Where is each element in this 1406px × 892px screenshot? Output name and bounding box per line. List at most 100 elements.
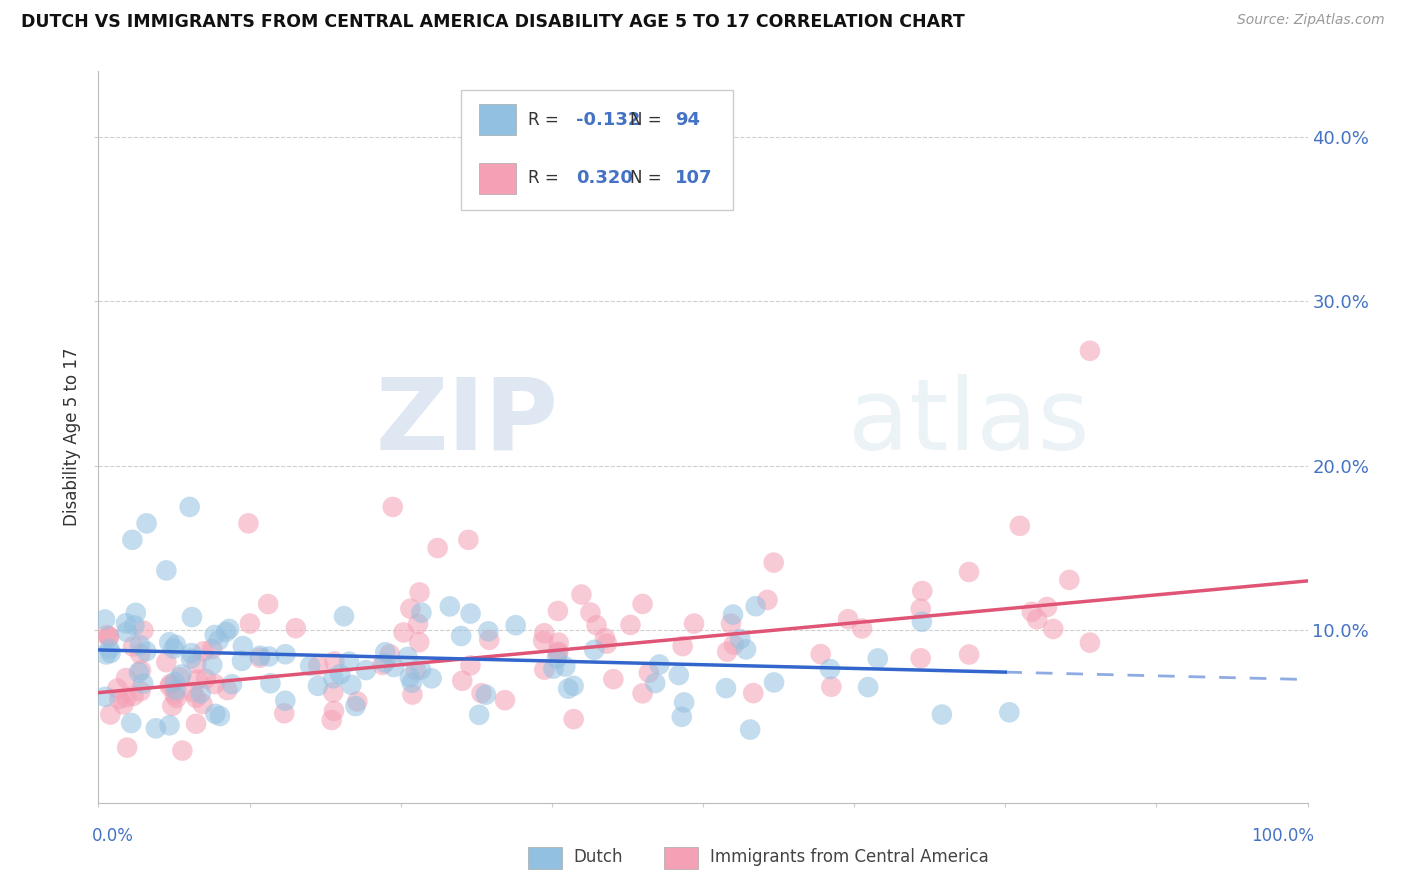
- Text: 107: 107: [675, 169, 713, 187]
- Point: [159, 679, 181, 693]
- Point: [547, 645, 569, 659]
- Point: [129, 684, 152, 698]
- Point: [671, 710, 693, 724]
- Point: [851, 622, 873, 636]
- Point: [273, 706, 295, 721]
- Point: [107, 681, 129, 696]
- Point: [274, 647, 297, 661]
- Point: [457, 533, 479, 547]
- Point: [322, 671, 344, 685]
- Point: [163, 674, 186, 689]
- Point: [307, 658, 329, 673]
- Point: [94, 690, 117, 704]
- Point: [299, 659, 322, 673]
- Point: [683, 616, 706, 631]
- Text: atlas: atlas: [848, 374, 1090, 471]
- Point: [187, 673, 209, 687]
- Point: [405, 664, 427, 678]
- Point: [406, 617, 429, 632]
- Point: [475, 688, 498, 702]
- Point: [571, 588, 593, 602]
- Text: R =: R =: [527, 111, 564, 128]
- Point: [856, 680, 879, 694]
- Point: [756, 593, 779, 607]
- Point: [1078, 343, 1101, 358]
- Point: [562, 712, 585, 726]
- Point: [1021, 605, 1043, 619]
- Point: [132, 624, 155, 638]
- Point: [115, 690, 138, 705]
- Point: [274, 694, 297, 708]
- Point: [208, 709, 231, 723]
- Point: [186, 657, 208, 671]
- Point: [585, 618, 607, 632]
- Point: [231, 654, 253, 668]
- Point: [399, 601, 422, 615]
- Point: [125, 606, 148, 620]
- Point: [232, 639, 254, 653]
- Point: [477, 624, 499, 639]
- Point: [132, 676, 155, 690]
- Point: [128, 665, 150, 680]
- Point: [673, 695, 696, 709]
- Point: [460, 607, 482, 621]
- Point: [371, 657, 394, 672]
- Point: [637, 665, 659, 680]
- Point: [98, 707, 121, 722]
- Point: [201, 642, 224, 657]
- Point: [97, 629, 120, 643]
- Point: [162, 698, 184, 713]
- Point: [450, 629, 472, 643]
- Point: [721, 607, 744, 622]
- Point: [157, 635, 180, 649]
- Point: [190, 686, 212, 700]
- Point: [163, 688, 186, 702]
- Point: [129, 664, 152, 678]
- Point: [911, 615, 934, 629]
- Text: N =: N =: [630, 111, 668, 128]
- Point: [322, 685, 344, 699]
- Text: -0.132: -0.132: [576, 111, 640, 128]
- Point: [184, 690, 207, 705]
- Point: [381, 500, 404, 514]
- Point: [579, 606, 602, 620]
- Point: [323, 655, 346, 669]
- Point: [439, 599, 461, 614]
- Point: [135, 516, 157, 531]
- Point: [619, 618, 641, 632]
- Point: [179, 500, 201, 514]
- Point: [668, 668, 690, 682]
- Point: [735, 642, 758, 657]
- Point: [204, 628, 226, 642]
- Point: [468, 707, 491, 722]
- Point: [763, 675, 786, 690]
- Point: [596, 637, 619, 651]
- Point: [180, 646, 202, 660]
- Point: [257, 649, 280, 664]
- Point: [837, 612, 859, 626]
- Point: [284, 621, 307, 635]
- Point: [346, 694, 368, 708]
- Text: ZIP: ZIP: [375, 374, 558, 471]
- Point: [451, 673, 474, 688]
- Text: Immigrants from Central America: Immigrants from Central America: [710, 848, 988, 866]
- Point: [333, 609, 356, 624]
- Point: [204, 706, 226, 721]
- Point: [547, 635, 569, 649]
- Point: [810, 647, 832, 661]
- Point: [323, 704, 346, 718]
- Point: [94, 648, 117, 662]
- Point: [1059, 573, 1081, 587]
- Point: [957, 648, 980, 662]
- Point: [866, 651, 889, 665]
- Point: [217, 683, 239, 698]
- Point: [910, 602, 932, 616]
- Point: [135, 644, 157, 658]
- Point: [531, 633, 554, 648]
- Point: [162, 641, 184, 656]
- Point: [533, 663, 555, 677]
- Point: [911, 584, 934, 599]
- Point: [401, 688, 423, 702]
- Point: [159, 677, 181, 691]
- Point: [931, 707, 953, 722]
